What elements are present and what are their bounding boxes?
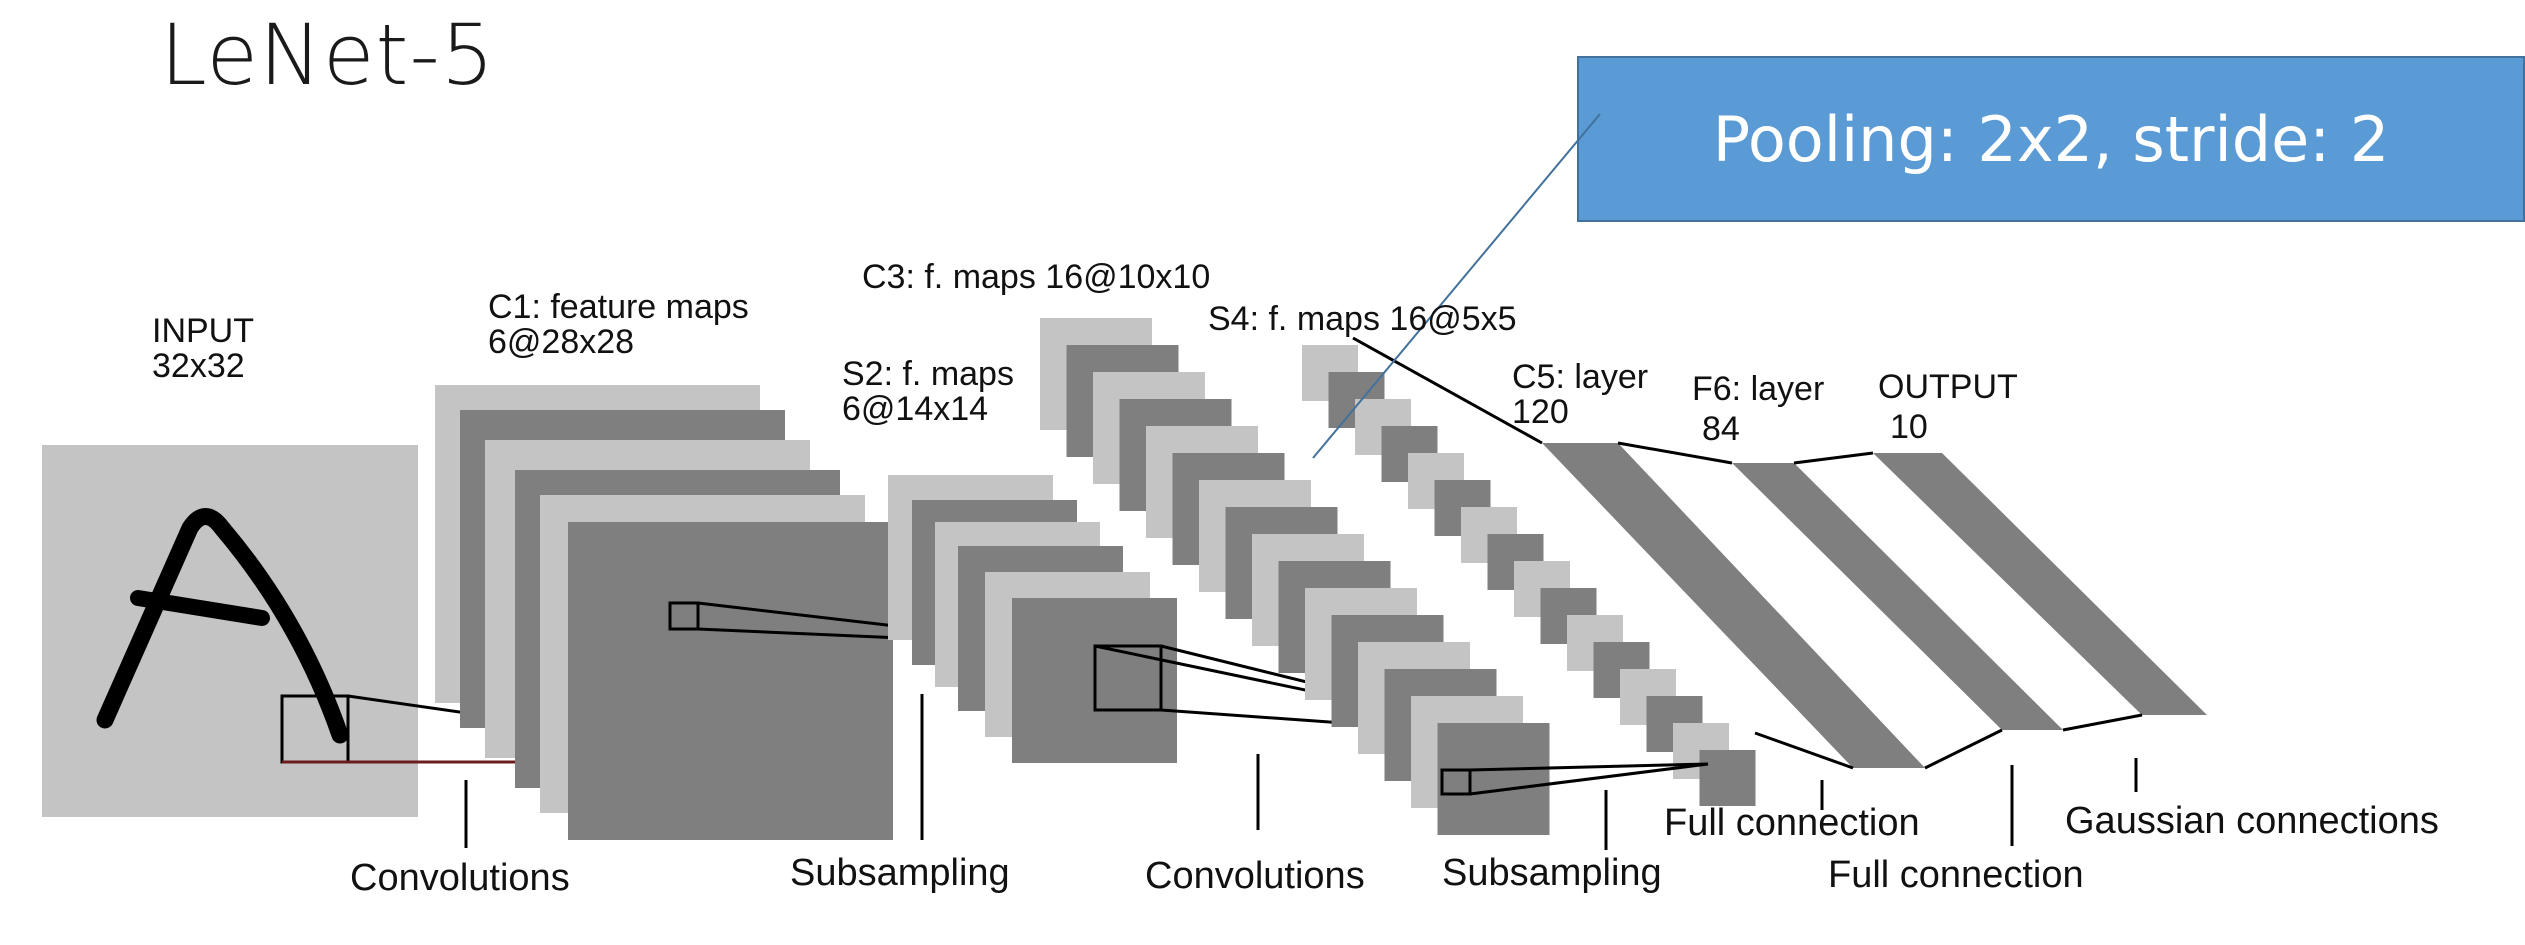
- label-convolutions-2: Convolutions: [1145, 855, 1365, 897]
- label-gaussian: Gaussian connections: [2065, 800, 2439, 842]
- label-s4-name: S4: f. maps 16@5x5: [1208, 300, 1517, 338]
- c1-pool-window: [668, 601, 700, 631]
- c3-map-16: [1437, 723, 1550, 835]
- label-input-size: 32x32: [152, 347, 245, 385]
- label-c1-size: 6@28x28: [488, 323, 634, 361]
- label-subsampling-2: Subsampling: [1442, 852, 1662, 894]
- s2-feature-map-stack: [888, 475, 1177, 763]
- pooling-callout-text: Pooling: 2x2, stride: 2: [1712, 102, 2390, 176]
- label-subsampling-1: Subsampling: [790, 852, 1010, 894]
- f6-output-bottom-line: [1924, 728, 2003, 770]
- c3-pool-line-bottom: [1469, 762, 1709, 796]
- s4-map-16: [1699, 750, 1756, 806]
- c3-pool-window: [1440, 768, 1472, 796]
- c5-layer-band: [1542, 443, 1925, 768]
- label-s2-size: 6@14x14: [842, 390, 988, 428]
- label-output-name: OUTPUT: [1878, 368, 2018, 406]
- c5-f6-bottom-line: [1754, 731, 1854, 770]
- f6-output-top-line: [1793, 451, 1874, 465]
- s2-conv-window: [1093, 644, 1163, 712]
- c3-feature-map-stack: [1040, 318, 1550, 835]
- label-f6-size: 84: [1702, 410, 1740, 448]
- label-c1-name: C1: feature maps: [488, 288, 749, 326]
- output-layer-band: [1873, 453, 2207, 715]
- c1-feature-map-stack: [435, 385, 893, 840]
- input-letter-a-crossbar: [130, 590, 270, 626]
- output-gaussian-line: [2062, 713, 2143, 732]
- slide-title: LeNet-5: [160, 6, 496, 104]
- s4-feature-map-stack: [1302, 345, 1756, 806]
- label-c3-name: C3: f. maps 16@10x10: [862, 258, 1210, 296]
- c1-map-6: [568, 522, 893, 840]
- label-full-connection-1: Full connection: [1664, 802, 1920, 844]
- input-letter-a: [96, 508, 349, 744]
- label-output-size: 10: [1890, 408, 1928, 446]
- label-f6-name: F6: layer: [1692, 370, 1824, 408]
- label-convolutions-1: Convolutions: [350, 857, 570, 899]
- label-full-connection-2: Full connection: [1828, 854, 2084, 896]
- input-image: [42, 445, 418, 817]
- c3-pool-line-top: [1469, 762, 1709, 772]
- f6-layer-band: [1732, 463, 2063, 730]
- label-c5-name: C5: layer: [1512, 358, 1648, 396]
- s4-to-c5-line: [1352, 336, 1543, 445]
- label-c5-size: 120: [1512, 393, 1569, 431]
- label-s2-name: S2: f. maps: [842, 355, 1014, 393]
- label-input-name: INPUT: [152, 312, 254, 350]
- pooling-callout: Pooling: 2x2, stride: 2: [1577, 56, 2525, 222]
- c5-f6-top-line: [1617, 441, 1733, 465]
- callout-leader-line: [1312, 113, 1601, 459]
